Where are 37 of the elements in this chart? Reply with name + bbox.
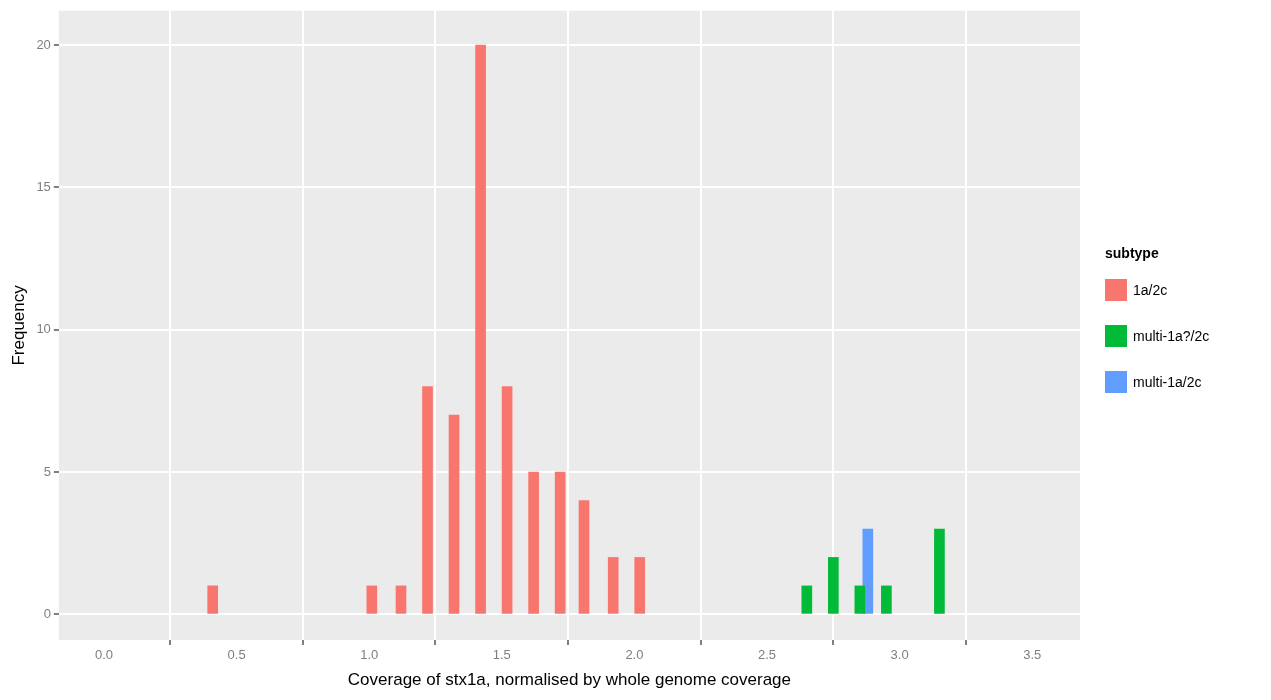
legend-label: multi-1a/2c — [1133, 374, 1202, 390]
bar — [501, 386, 513, 614]
x-tick-label: 1.5 — [492, 647, 511, 663]
x-tick-label: 0.5 — [227, 647, 246, 663]
bar — [854, 585, 866, 614]
y-tick-label: 20 — [36, 36, 51, 52]
bar — [828, 557, 839, 614]
bar — [528, 471, 539, 614]
bar — [801, 585, 813, 614]
x-tick-label: 2.5 — [757, 647, 777, 663]
bar — [395, 585, 407, 614]
x-tick-label: 3.5 — [1023, 647, 1042, 663]
x-tick-label: 2.0 — [625, 647, 644, 663]
x-tick-label: 1.0 — [360, 647, 379, 663]
bar — [634, 557, 646, 614]
bar — [578, 500, 590, 614]
x-tick-label: 3.0 — [890, 647, 909, 663]
y-tick-label: 0 — [43, 605, 51, 621]
legend-label: multi-1a?/2c — [1133, 328, 1210, 344]
legend-title: subtype — [1105, 245, 1160, 261]
bar — [475, 44, 486, 614]
y-tick-label: 5 — [43, 463, 51, 479]
y-tick-label: 10 — [36, 321, 51, 337]
bar — [366, 585, 378, 614]
bar — [448, 414, 460, 614]
y-axis-title: Frequency — [8, 284, 28, 366]
bar — [207, 585, 219, 614]
bar — [862, 528, 874, 614]
x-tick-label: 0.0 — [94, 647, 113, 663]
bar — [422, 386, 433, 614]
bar — [554, 471, 566, 614]
x-axis-title: Coverage of stx1a, normalised by whole genome coverage — [347, 670, 792, 690]
bar — [607, 557, 619, 614]
bar — [934, 528, 945, 614]
bar — [881, 585, 892, 614]
legend-label: 1a/2c — [1133, 282, 1168, 298]
y-tick-label: 15 — [36, 178, 51, 194]
